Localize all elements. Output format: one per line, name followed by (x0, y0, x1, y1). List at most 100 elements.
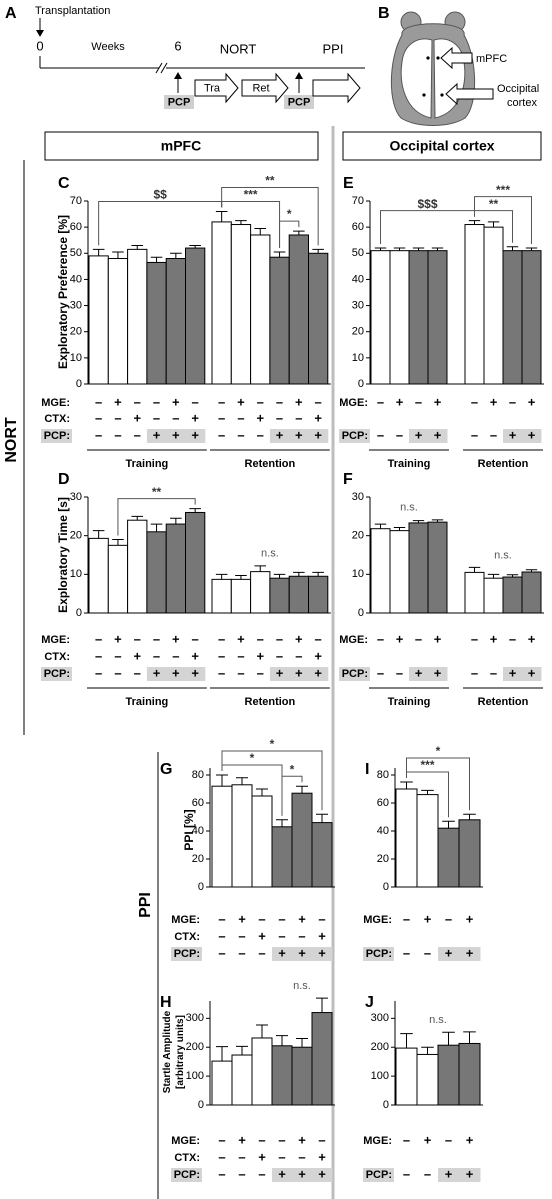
condition-sign: + (434, 394, 442, 409)
condition-sign: – (95, 648, 102, 663)
y-tick-label: 0 (76, 607, 82, 619)
condition-sign: – (95, 410, 102, 425)
shading (269, 429, 290, 443)
error-bar (92, 530, 105, 539)
site (436, 56, 440, 60)
bar (427, 521, 448, 614)
error-bar (487, 221, 500, 228)
condition-sign: – (377, 631, 384, 646)
shading (459, 1168, 481, 1182)
shading (171, 1168, 202, 1182)
condition-sign: – (415, 631, 422, 646)
pcp-box (284, 95, 314, 109)
condition-sign: – (218, 394, 225, 409)
condition-sign: – (424, 1166, 431, 1181)
condition-sign: – (258, 911, 265, 926)
condition-sign: – (237, 427, 244, 442)
condition-sign: – (95, 427, 102, 442)
error-bar (442, 1031, 455, 1046)
bar (502, 576, 523, 614)
y-axis-label: Exploratory Preference [%] (56, 215, 70, 369)
group-label: Retention (478, 696, 529, 708)
condition-sign: + (191, 648, 199, 663)
y-tick-label: 300 (371, 1012, 389, 1024)
section-label: NORT (3, 417, 20, 463)
condition-label: MGE: (171, 1135, 200, 1147)
condition-sign: + (295, 427, 303, 442)
condition-sign: – (218, 1166, 225, 1181)
test-label: PPI (323, 41, 344, 56)
group-label: Retention (245, 696, 296, 708)
condition-sign: – (257, 394, 264, 409)
condition-sign: – (278, 911, 285, 926)
shading (292, 1168, 313, 1182)
condition-sign: + (466, 945, 474, 960)
y-tick-label: 20 (352, 326, 364, 338)
condition-sign: – (403, 945, 410, 960)
condition-label: MGE: (339, 634, 368, 646)
bar (251, 795, 273, 888)
condition-sign: + (295, 394, 303, 409)
condition-sign: – (298, 928, 305, 943)
condition-sign: – (403, 911, 410, 926)
shading (503, 667, 523, 681)
hemisphere (400, 38, 433, 119)
condition-sign: – (276, 410, 283, 425)
condition-sign: + (445, 1166, 453, 1181)
panel-letter: J (365, 994, 374, 1011)
panel-letter: F (343, 471, 353, 488)
significance-label: n.s. (261, 548, 279, 560)
condition-sign: + (276, 665, 284, 680)
condition-label: MGE: (339, 397, 368, 409)
condition-sign: + (295, 631, 303, 646)
y-tick-label: 20 (352, 530, 364, 542)
condition-sign: + (278, 945, 286, 960)
arrowhead (36, 30, 44, 37)
panel-letter: G (160, 761, 172, 778)
significance-label: * (436, 744, 441, 758)
condition-sign: – (396, 427, 403, 442)
bar (127, 248, 148, 385)
significance-label: *** (496, 183, 510, 197)
condition-sign: + (318, 928, 326, 943)
condition-sign: + (276, 427, 284, 442)
bar (370, 250, 391, 385)
y-tick-label: 0 (383, 1099, 389, 1111)
error-bar (293, 230, 305, 235)
error-bar (487, 573, 500, 579)
shading (522, 667, 542, 681)
error-bar (463, 1031, 476, 1044)
shading (428, 429, 448, 443)
significance-bracket (117, 498, 196, 536)
shading (503, 429, 523, 443)
condition-sign: – (95, 631, 102, 646)
condition-sign: – (258, 1132, 265, 1147)
shading (308, 429, 329, 443)
condition-sign: + (396, 631, 404, 646)
condition-sign: – (218, 631, 225, 646)
error-bar (393, 247, 406, 251)
condition-sign: + (490, 631, 498, 646)
error-bar (112, 539, 124, 546)
bar (502, 250, 523, 385)
bar (127, 519, 148, 614)
significance-label: n.s. (293, 980, 311, 992)
shading (272, 947, 293, 961)
condition-sign: – (424, 945, 431, 960)
y-tick-label: 60 (192, 797, 204, 809)
error-bar (112, 251, 124, 259)
error-bar (273, 251, 286, 258)
condition-sign: + (256, 410, 264, 425)
error-bar (468, 566, 481, 573)
condition-sign: – (276, 394, 283, 409)
condition-sign: – (471, 665, 478, 680)
condition-sign: – (238, 928, 245, 943)
y-tick-label: 50 (352, 247, 364, 259)
condition-label: MGE: (171, 914, 200, 926)
condition-sign: + (238, 1132, 246, 1147)
bar (230, 578, 252, 614)
condition-sign: – (276, 648, 283, 663)
condition-sign: + (191, 427, 199, 442)
error-bar (312, 248, 324, 254)
